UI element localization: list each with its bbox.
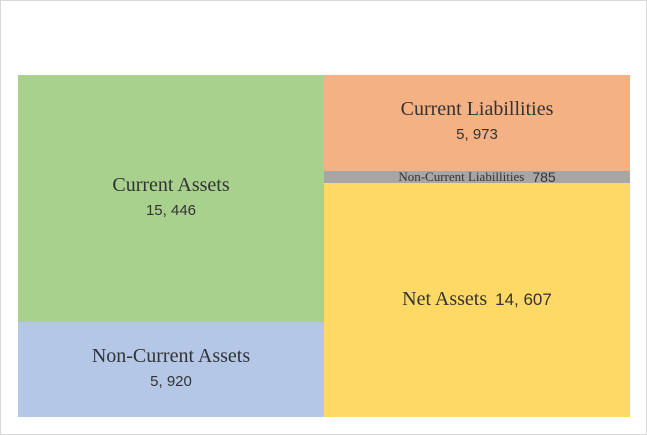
treemap-block-current-assets: Current Assets 15, 446 (18, 75, 324, 323)
treemap-block-net-assets: Net Assets 14, 607 (324, 183, 630, 417)
block-label-name: Non-Current Liabillities (398, 168, 525, 184)
block-label-value: 14, 607 (495, 290, 552, 310)
treemap-block-non-current-assets: Non-Current Assets 5, 920 (18, 322, 324, 417)
block-label-value: 5, 973 (456, 125, 498, 143)
block-label: Current Assets 15, 446 (18, 173, 324, 221)
block-label: Net Assets 14, 607 (324, 288, 630, 311)
block-label-name: Net Assets (402, 288, 488, 311)
block-label: Current Liabillities 5, 973 (324, 97, 630, 145)
block-label-name: Current Assets (112, 173, 230, 196)
treemap-block-current-liabillities: Current Liabillities 5, 973 (324, 75, 630, 171)
block-label: Non-Current Liabillities 785 (324, 168, 630, 185)
block-label: Non-Current Assets 5, 920 (18, 344, 324, 392)
block-label-name: Non-Current Assets (91, 344, 251, 367)
block-label-value: 15, 446 (145, 201, 197, 219)
block-label-value: 785 (532, 168, 556, 185)
treemap-block-non-current-liabillities: Non-Current Liabillities 785 (324, 168, 630, 185)
block-label-value: 5, 920 (150, 372, 192, 390)
block-label-name: Current Liabillities (400, 97, 554, 120)
